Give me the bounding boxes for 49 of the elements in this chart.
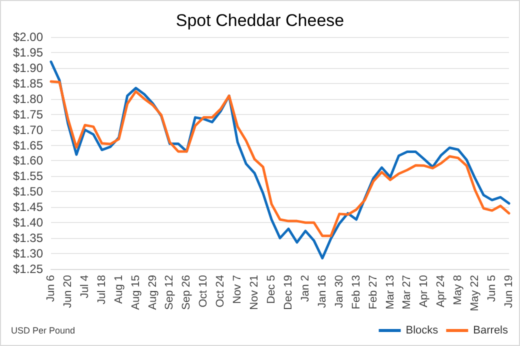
y-tick-label: $1.95 bbox=[12, 45, 44, 60]
x-tick-label: Jun 5 bbox=[486, 275, 498, 302]
x-tick-label: Nov 7 bbox=[232, 275, 244, 304]
text: USD Per Pound bbox=[11, 326, 76, 336]
line-series bbox=[50, 80, 510, 238]
y-tick-label: $1.75 bbox=[12, 107, 44, 122]
y-tick-label: $1.55 bbox=[12, 169, 44, 184]
x-tick-label: Aug 1 bbox=[112, 275, 125, 304]
x-tick-label: Dec 19 bbox=[282, 275, 294, 310]
y-tick-label: $1.60 bbox=[12, 154, 44, 168]
x-tick-label: Mar 27 bbox=[401, 275, 414, 310]
x-tick-label: May 22 bbox=[469, 275, 482, 312]
x-tick-label: Jun 6 bbox=[45, 275, 57, 302]
y-tick-label: $1.30 bbox=[12, 246, 44, 261]
x-tick-label: Oct 24 bbox=[214, 275, 227, 308]
y-tick-label: $1.50 bbox=[12, 184, 44, 199]
x-tick-label: Jan 16 bbox=[316, 275, 328, 308]
x-tick-label: Jul 18 bbox=[96, 275, 108, 304]
x-tick-label: Sep 12 bbox=[164, 275, 176, 310]
x-tick-label: Feb 27 bbox=[367, 275, 380, 310]
x-tick-label: Jan 2 bbox=[299, 275, 312, 302]
y-tick-label: $1.70 bbox=[12, 122, 44, 137]
y-tick-label: $2.00 bbox=[12, 30, 44, 44]
x-tick-label: Jun 19 bbox=[503, 275, 515, 308]
legend-label: Barrels bbox=[473, 324, 508, 336]
x-tick-label: Feb 13 bbox=[350, 275, 362, 310]
x-tick-label: Jan 30 bbox=[333, 275, 346, 308]
y-tick-label: $1.65 bbox=[12, 138, 44, 152]
chart-title: Spot Cheddar Cheese bbox=[176, 11, 344, 30]
y-tick-label: $1.85 bbox=[12, 76, 44, 90]
x-tick-label: Nov 21 bbox=[248, 275, 261, 310]
x-tick-label: Apr 10 bbox=[418, 275, 430, 308]
x-tick-label: Sep 26 bbox=[180, 275, 193, 310]
y-tick-label: $1.45 bbox=[12, 200, 44, 214]
y-tick-label: $1.90 bbox=[12, 60, 44, 75]
x-tick-label: May 8 bbox=[452, 275, 464, 305]
y-tick-label: $1.35 bbox=[12, 231, 44, 246]
y-tick-label: $1.80 bbox=[12, 92, 44, 106]
x-tick-label: Jun 20 bbox=[62, 275, 74, 308]
x-tick-label: Apr 24 bbox=[435, 275, 448, 308]
x-tick-label: Mar 13 bbox=[384, 275, 396, 310]
x-tick-label: Aug 29 bbox=[146, 275, 159, 310]
x-tick-label: Jul 4 bbox=[78, 275, 91, 298]
y-tick-label: $1.40 bbox=[12, 216, 44, 230]
x-tick-label: Aug 15 bbox=[130, 275, 142, 310]
x-tick-label: Dec 5 bbox=[266, 275, 278, 304]
legend-label: Blocks bbox=[406, 324, 439, 336]
y-tick-label: $1.25 bbox=[12, 262, 44, 276]
x-tick-label: Oct 10 bbox=[198, 275, 210, 308]
